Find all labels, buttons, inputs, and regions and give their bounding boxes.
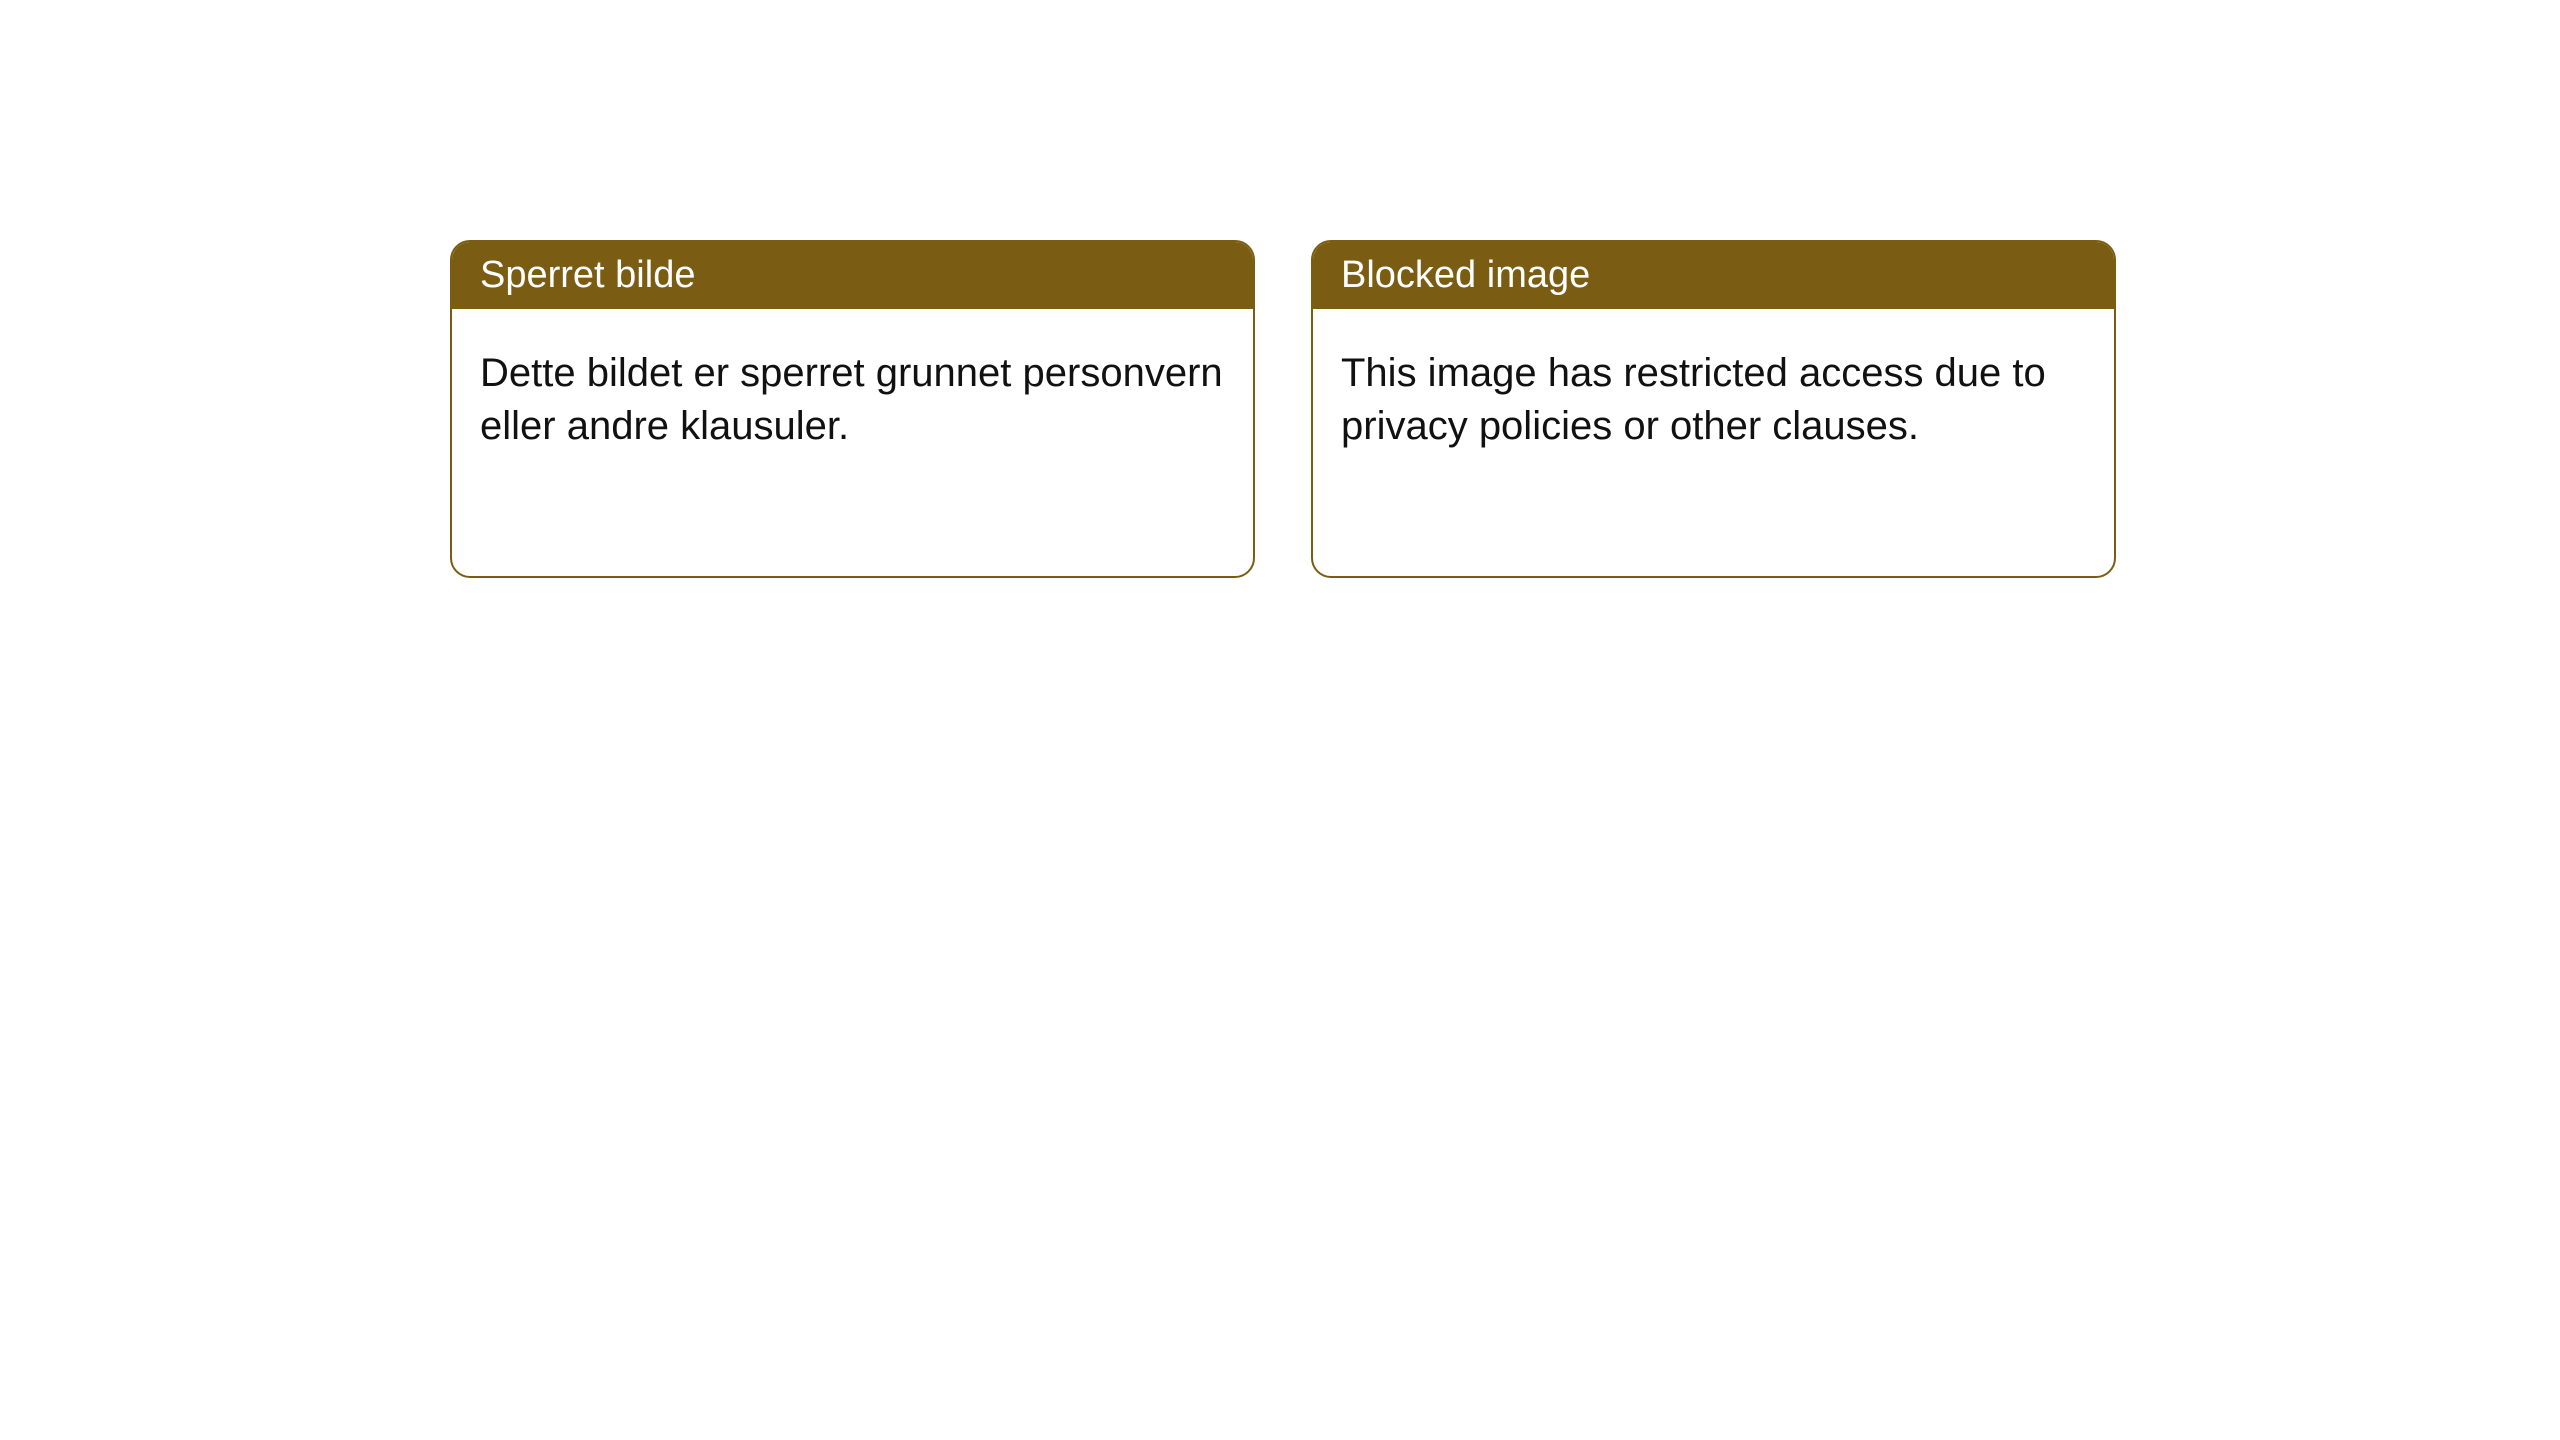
notice-card-header: Blocked image bbox=[1313, 242, 2114, 309]
notice-cards-container: Sperret bilde Dette bildet er sperret gr… bbox=[0, 0, 2560, 578]
notice-card-header: Sperret bilde bbox=[452, 242, 1253, 309]
notice-card-norwegian: Sperret bilde Dette bildet er sperret gr… bbox=[450, 240, 1255, 578]
notice-card-body: Dette bildet er sperret grunnet personve… bbox=[452, 309, 1253, 491]
notice-card-body: This image has restricted access due to … bbox=[1313, 309, 2114, 491]
notice-card-english: Blocked image This image has restricted … bbox=[1311, 240, 2116, 578]
